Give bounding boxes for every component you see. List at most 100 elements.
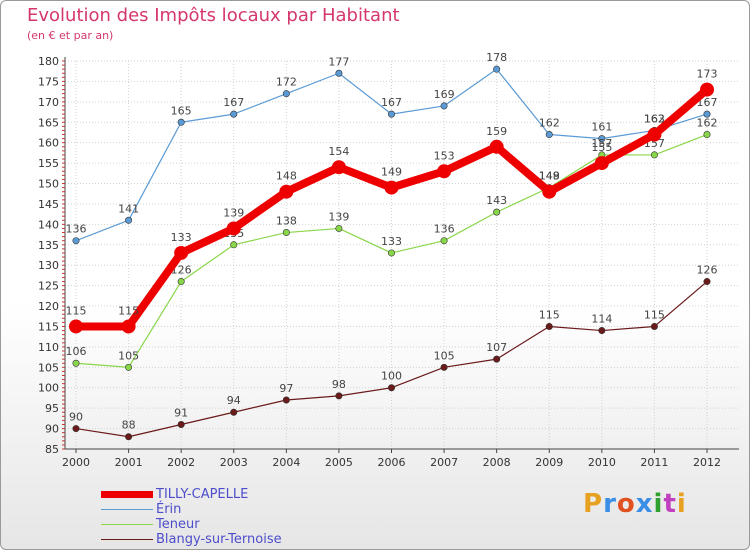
data-point — [440, 102, 448, 110]
data-point — [125, 433, 133, 441]
data-label: 148 — [539, 170, 560, 183]
data-label: 173 — [697, 68, 718, 81]
data-label: 148 — [276, 170, 297, 183]
data-point — [700, 82, 714, 97]
y-tick-label: 140 — [38, 218, 59, 231]
legend-swatch — [101, 491, 153, 498]
x-tick-label: 2003 — [220, 456, 248, 469]
data-point — [335, 392, 343, 400]
x-tick-label: 2002 — [167, 456, 195, 469]
data-point — [440, 363, 448, 371]
data-point — [703, 131, 711, 139]
data-label: 115 — [539, 308, 560, 321]
y-tick-label: 135 — [38, 239, 59, 252]
data-point — [230, 241, 238, 249]
x-tick-label: 2009 — [535, 456, 563, 469]
data-point — [279, 184, 294, 199]
data-label: 98 — [332, 378, 346, 391]
data-label: 162 — [539, 117, 560, 130]
data-point — [598, 135, 606, 143]
data-label: 163 — [644, 112, 665, 125]
data-label: 88 — [122, 419, 136, 432]
data-label: 169 — [434, 88, 455, 101]
data-label: 157 — [591, 137, 612, 150]
line-chart: 85 90 95 100 105 110 115 120 125 130 135 140 145 150 1… — [38, 51, 739, 469]
data-point — [493, 65, 501, 73]
data-point — [703, 110, 711, 118]
data-point — [387, 384, 395, 392]
data-point — [387, 249, 395, 257]
legend-label: Érin — [156, 502, 182, 517]
logo-letter: i — [676, 489, 687, 519]
data-label: 162 — [697, 117, 718, 130]
x-tick-label: 2000 — [62, 456, 90, 469]
x-tick-label: 2004 — [272, 456, 300, 469]
y-tick-label: 130 — [38, 259, 59, 272]
y-tick-label: 110 — [38, 341, 59, 354]
y-tick-label: 180 — [38, 55, 59, 68]
y-tick-label: 100 — [38, 382, 59, 395]
data-label: 136 — [66, 223, 87, 236]
data-label: 126 — [697, 264, 718, 277]
x-tick-label: 2007 — [430, 456, 458, 469]
data-label: 139 — [328, 210, 349, 223]
data-label: 149 — [539, 170, 560, 183]
chart-subtitle: (en € et par an) — [27, 29, 114, 42]
y-tick-label: 155 — [38, 157, 59, 170]
x-tick-label: 2012 — [693, 456, 721, 469]
logo-letter: t — [663, 489, 677, 519]
data-label: 143 — [486, 194, 507, 207]
data-point — [437, 164, 452, 179]
y-tick-label: 150 — [38, 178, 59, 191]
data-label: 100 — [381, 370, 402, 383]
legend-swatch — [101, 524, 153, 525]
y-tick-label: 105 — [38, 361, 59, 374]
data-point — [282, 229, 290, 237]
legend-swatch — [101, 509, 153, 510]
data-label: 91 — [174, 406, 188, 419]
x-tick-label: 2001 — [115, 456, 143, 469]
data-point — [125, 216, 133, 224]
data-point — [703, 278, 711, 286]
data-point — [177, 278, 185, 286]
y-tick-label: 90 — [45, 423, 59, 436]
data-point — [545, 131, 553, 139]
data-point — [650, 322, 658, 330]
data-label: 115 — [66, 304, 87, 317]
x-tick-label: 2005 — [325, 456, 353, 469]
data-label: 133 — [381, 235, 402, 248]
data-label: 105 — [118, 349, 139, 362]
x-tick-label: 2010 — [588, 456, 616, 469]
chart-title: Evolution des Impôts locaux par Habitant — [27, 5, 400, 26]
data-label: 115 — [118, 304, 139, 317]
data-point — [647, 127, 662, 142]
data-label: 114 — [591, 313, 612, 326]
data-point — [230, 110, 238, 118]
legend-label: Blangy-sur-Ternoise — [156, 532, 282, 547]
data-point — [174, 245, 189, 260]
data-label: 162 — [644, 113, 665, 126]
data-label: 94 — [227, 394, 241, 407]
data-point — [72, 425, 80, 433]
data-point — [177, 420, 185, 428]
data-label: 172 — [276, 76, 297, 89]
data-label: 149 — [381, 166, 402, 179]
data-point — [440, 237, 448, 245]
data-point — [72, 237, 80, 245]
x-tick-label: 2006 — [378, 456, 406, 469]
y-tick-label: 125 — [38, 280, 59, 293]
data-label: 178 — [486, 51, 507, 64]
y-tick-label: 85 — [45, 443, 59, 456]
data-point — [282, 396, 290, 404]
data-point — [282, 90, 290, 98]
data-point — [489, 139, 504, 154]
data-point — [177, 118, 185, 126]
data-point — [335, 224, 343, 232]
logo-letter: r — [603, 489, 617, 519]
proxiti-logo: Proxiti — [583, 489, 687, 519]
legend-label: Teneur — [156, 517, 200, 532]
data-point — [493, 355, 501, 363]
y-tick-label: 145 — [38, 198, 59, 211]
data-point — [594, 156, 609, 171]
data-label: 141 — [118, 202, 139, 215]
